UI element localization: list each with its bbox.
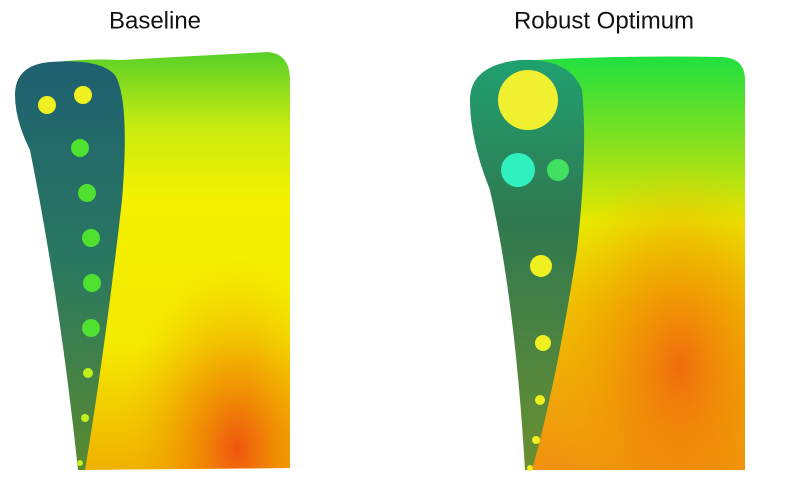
- cooling-holes: [498, 70, 569, 471]
- baseline-blade: [15, 52, 290, 470]
- panel-title: Robust Optimum: [514, 7, 694, 34]
- optimum-blade: [470, 56, 745, 471]
- cooling-holes: [38, 86, 101, 466]
- panel-title: Baseline: [109, 7, 201, 34]
